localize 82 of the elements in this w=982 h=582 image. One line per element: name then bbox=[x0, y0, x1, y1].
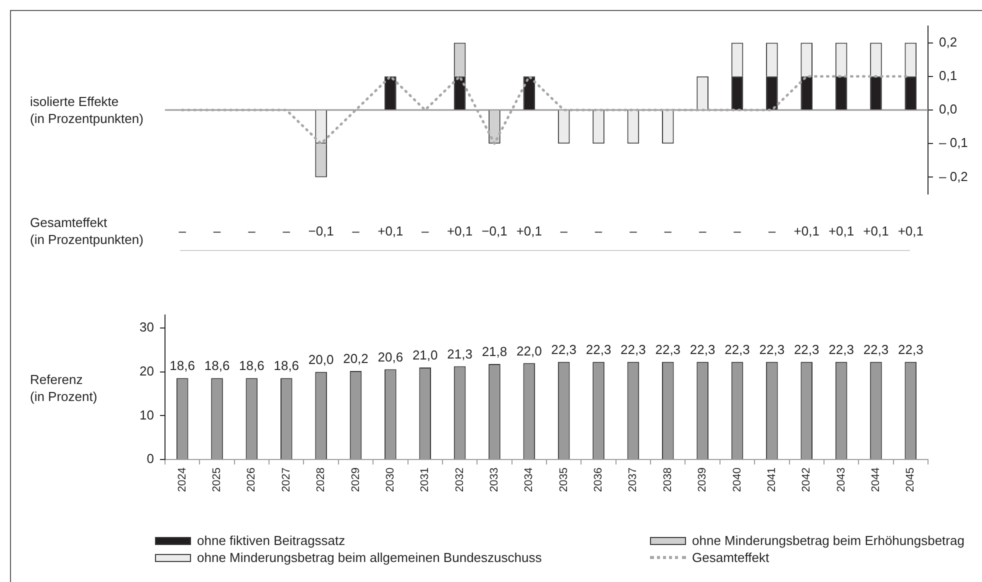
legend-label: Gesamteffekt bbox=[692, 550, 770, 565]
data-label: 18,6 bbox=[170, 358, 195, 374]
x-tick-label: 2044 bbox=[870, 468, 882, 492]
data-label: 22,3 bbox=[586, 342, 612, 357]
data-label: +0,1 bbox=[446, 224, 473, 239]
data-label: 20,2 bbox=[343, 351, 368, 366]
text: Gesamteffekt (in Prozentpunkten) bbox=[30, 214, 144, 248]
x-tick-label: 2043 bbox=[835, 468, 848, 492]
x-tick-label: 2033 bbox=[488, 468, 501, 492]
data-label: 22,3 bbox=[690, 342, 716, 357]
x-tick-label: 2035 bbox=[558, 468, 570, 492]
x-tick-label: 2028 bbox=[315, 468, 328, 492]
data-label: – bbox=[421, 224, 430, 239]
x-tick-label: 2029 bbox=[350, 468, 362, 492]
y-tick-label: 0,1 bbox=[939, 68, 958, 83]
y-tick-label: 30 bbox=[140, 320, 154, 335]
y-tick-label: 20 bbox=[140, 364, 154, 379]
y-tick-label: 0,0 bbox=[939, 102, 958, 117]
data-label: – bbox=[630, 224, 638, 239]
data-label: −0,1 bbox=[308, 224, 334, 239]
data-label: 22,3 bbox=[724, 342, 750, 357]
data-label: 22,3 bbox=[898, 342, 924, 357]
x-tick-label: 2040 bbox=[731, 468, 744, 492]
data-label: 21,3 bbox=[447, 346, 472, 362]
data-label: 18,6 bbox=[274, 358, 300, 374]
x-tick-label: 2025 bbox=[211, 468, 224, 492]
data-label: +0,1 bbox=[828, 224, 854, 239]
data-label: 21,8 bbox=[482, 344, 508, 360]
data-label: – bbox=[248, 224, 256, 239]
data-label: +0,1 bbox=[898, 224, 924, 239]
y-tick-label: – 0,2 bbox=[939, 168, 968, 184]
y-tick-label: – 0,1 bbox=[939, 135, 968, 150]
data-label: – bbox=[178, 224, 187, 239]
x-tick-label: 2038 bbox=[662, 468, 674, 492]
x-tick-label: 2042 bbox=[800, 468, 813, 492]
data-label: +0,1 bbox=[863, 224, 889, 239]
data-label: 20,6 bbox=[378, 349, 404, 364]
data-label: 22,3 bbox=[759, 342, 785, 357]
x-tick-label: 2034 bbox=[523, 468, 536, 492]
x-tick-label: 2041 bbox=[766, 468, 778, 492]
y-tick-label: 0 bbox=[146, 451, 154, 466]
data-label: +0,1 bbox=[516, 224, 542, 239]
x-tick-label: 2037 bbox=[627, 468, 640, 492]
data-label: 22,0 bbox=[516, 343, 542, 358]
x-tick-label: 2045 bbox=[904, 468, 917, 492]
data-label: +0,1 bbox=[794, 224, 820, 239]
x-tick-label: 2026 bbox=[246, 468, 258, 492]
legend-label: ohne fiktiven Beitragssatz bbox=[197, 533, 346, 548]
data-label: 22,3 bbox=[620, 342, 646, 357]
data-label: −0,1 bbox=[482, 224, 508, 239]
data-label: 22,3 bbox=[828, 342, 854, 357]
legend-label: ohne Minderungsbetrag beim Erhöhungsbetrag bbox=[692, 533, 964, 548]
data-label: – bbox=[352, 224, 360, 239]
data-label: – bbox=[664, 224, 672, 239]
data-label: 22,3 bbox=[655, 342, 681, 357]
data-label: – bbox=[734, 224, 742, 239]
x-tick-label: 2036 bbox=[592, 468, 605, 492]
x-tick-label: 2039 bbox=[696, 468, 709, 492]
data-label: 22,3 bbox=[794, 342, 820, 357]
data-label: – bbox=[768, 224, 776, 239]
data-label: 18,6 bbox=[204, 358, 230, 374]
legend-label: ohne Minderungsbetrag beim allgemeinen Bundeszuschuss bbox=[197, 550, 542, 565]
y-axis-title: Referenz (in Prozent) bbox=[30, 370, 98, 404]
data-label: 20,0 bbox=[308, 352, 334, 368]
data-label: – bbox=[698, 224, 707, 239]
data-label: – bbox=[594, 224, 603, 239]
data-label: 21,0 bbox=[412, 348, 438, 363]
data-label: – bbox=[213, 224, 222, 239]
x-tick-label: 2032 bbox=[454, 468, 466, 492]
data-label: +0,1 bbox=[378, 224, 404, 239]
data-label: – bbox=[560, 224, 568, 239]
y-tick-label: 0,2 bbox=[939, 34, 958, 50]
data-label: – bbox=[282, 224, 291, 239]
x-tick-label: 2027 bbox=[280, 468, 292, 492]
data-label: 18,6 bbox=[239, 358, 264, 374]
y-tick-label: 10 bbox=[140, 407, 154, 422]
data-label: 22,3 bbox=[863, 342, 889, 357]
x-tick-label: 2024 bbox=[176, 468, 188, 492]
y-axis-title: isolierte Effekte (in Prozentpunkten) bbox=[30, 93, 144, 127]
x-tick-label: 2031 bbox=[419, 468, 432, 492]
data-label: 22,3 bbox=[551, 342, 576, 357]
x-tick-label: 2030 bbox=[384, 468, 396, 492]
